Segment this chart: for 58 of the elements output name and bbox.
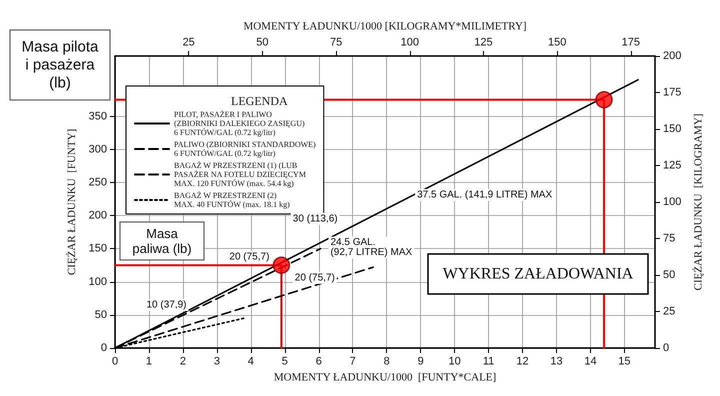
annotation: 37.5 GAL. (141,9 LITRE) MAX [417,190,552,201]
text: Masa pilota i pasażera (lb) [22,38,100,92]
y-axis-title: CIĘŻAR ŁADUNKU [FUNTY] [65,128,78,276]
y2-tick-label: 150 [663,123,682,135]
x-axis-title: MOMENTY ŁADUNKU/1000 [FUNTY*CALE] [274,372,496,384]
annotation: WYKRES ZAŁADOWANIA [442,266,634,282]
x2-tick-label: 50 [256,36,269,48]
x-tick-label: 3 [214,356,220,368]
x-tick-label: 6 [316,356,322,368]
x-tick-label: 12 [516,356,529,368]
x-tick-label: 9 [418,356,424,368]
x2-tick-label: 175 [622,36,640,48]
x2-axis-title: MOMENTY ŁADUNKU/1000 [KILOGRAMY*MILIMETRY] [243,20,527,33]
legend-label: BAGAŻ W PRZESTRZENI (1) (LUB PASAŻER NA FOTELU DZIECIĘCYM MAX. 120 FUNTÓW (max. 54.4 kg) [174,161,306,188]
legend-label: PILOT, PASAŻER I PALIWO (ZBIORNIKI DALEKIEGO ZASIĘGU) 6 FUNTÓW/GAL (0.72 kg/litr) [174,110,305,137]
y2-tick-label: 175 [663,86,682,98]
legend-title: LEGENDA [231,94,288,108]
y2-axis-title: CIĘŻAR ŁADUNKU [KILOGRAMY] [692,114,704,290]
y2-tick-label: 25 [663,306,676,318]
x-tick-label: 0 [112,356,118,368]
x-tick-label: 11 [482,356,494,368]
annotation: 20 (75,7) [229,252,270,263]
x-tick-label: 1 [146,356,152,368]
annotation: 20 (75,7) [294,272,335,284]
y-tick-label: 50 [94,308,107,321]
y-tick-label: 300 [88,143,107,156]
y-tick-label: 350 [88,110,107,122]
y-tick-label: 250 [88,176,107,188]
legend-label: BAGAŻ W PRZESTRZENI (2) MAX. 40 FUNTÓW (max. 18.1 kg) [174,191,290,209]
x-tick-label: 13 [550,356,563,368]
x-tick-label: 2 [180,356,186,368]
y-tick-label: 0 [100,342,107,354]
x-tick-label: 8 [384,356,390,368]
legend-label: PALIWO (ZBIORNIKI STANDARDOWE) 6 FUNTÓW/GAL (0.72 kg/litr) [174,140,316,158]
x-tick-label: 7 [350,356,356,368]
y2-tick-label: 75 [663,232,676,244]
x2-tick-label: 125 [474,36,493,48]
annotation: 10 (37,9) [146,299,187,310]
x-tick-label: 15 [618,356,631,368]
y2-tick-label: 0 [663,342,670,354]
y2-tick-label: 100 [663,196,682,208]
x2-tick-label: 75 [330,36,342,48]
x2-tick-label: 150 [548,36,566,48]
annotation: 30 (113,6) [292,213,338,224]
x-tick-label: 14 [584,356,597,368]
y-tick-label: 100 [88,276,107,288]
y2-tick-label: 200 [663,50,682,62]
y2-tick-label: 125 [663,160,682,172]
annotation: Masa paliwa (lb) [132,226,192,256]
x2-tick-label: 25 [182,36,195,48]
x-tick-label: 5 [282,356,288,368]
y-tick-label: 200 [88,210,107,222]
y2-tick-label: 50 [663,269,676,281]
x2-tick-label: 100 [400,36,419,48]
x-tick-label: 4 [248,356,254,368]
y-tick-label: 150 [88,242,107,255]
annotation: 24.5 GAL. (92,7 LITRE) MAX [330,237,412,258]
x-tick-label: 10 [448,356,461,368]
